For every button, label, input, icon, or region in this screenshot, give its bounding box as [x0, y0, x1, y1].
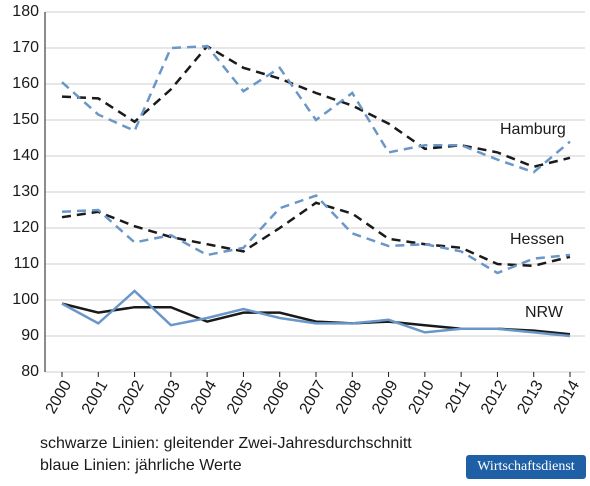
y-tick-label: 100	[12, 291, 39, 308]
y-tick-label: 80	[21, 363, 39, 380]
x-tick-label: 2008	[333, 378, 366, 417]
source-badge	[466, 455, 586, 479]
data-line	[61, 194, 571, 275]
y-tick-label: 130	[12, 183, 39, 200]
note: schwarze Linien: gleitender Zwei-Jahresd…	[40, 435, 412, 452]
x-tick-label: 2012	[478, 378, 511, 417]
y-tick-label: 140	[12, 147, 39, 164]
data-line	[61, 44, 571, 169]
source: Wirtschaftsdienst	[477, 459, 575, 474]
x-tick-label: 2005	[224, 378, 257, 417]
y-tick-label: 120	[12, 219, 39, 236]
x-tick-label: 2009	[369, 378, 402, 417]
x-tick-label: 2013	[514, 378, 547, 417]
x-tick-label: 2002	[115, 378, 148, 417]
series-label: NRW	[525, 304, 564, 321]
y-tick-label: 90	[21, 327, 39, 344]
x-tick-label: 2001	[79, 378, 112, 417]
y-tick-label: 180	[12, 3, 39, 20]
series-label: Hamburg	[500, 121, 566, 138]
y-tick-label: 170	[12, 39, 39, 56]
y-tick-label: 110	[13, 255, 39, 272]
x-tick-label: 2003	[151, 378, 184, 417]
data-line	[61, 44, 571, 174]
x-tick-label: 2004	[188, 378, 221, 417]
x-tick-label: 2014	[551, 378, 584, 417]
series-label: Hessen	[510, 231, 564, 248]
note: blaue Linien: jährliche Werte	[40, 457, 242, 474]
x-tick-label: 2010	[405, 378, 438, 417]
data-line	[61, 201, 571, 268]
x-tick-label: 2011	[442, 378, 474, 416]
data-line	[61, 289, 571, 338]
x-tick-label: 2007	[297, 378, 330, 417]
y-tick-label: 160	[12, 75, 39, 92]
x-tick-label: 2006	[260, 378, 293, 417]
x-tick-label: 2000	[43, 378, 76, 417]
y-tick-label: 150	[12, 111, 39, 128]
